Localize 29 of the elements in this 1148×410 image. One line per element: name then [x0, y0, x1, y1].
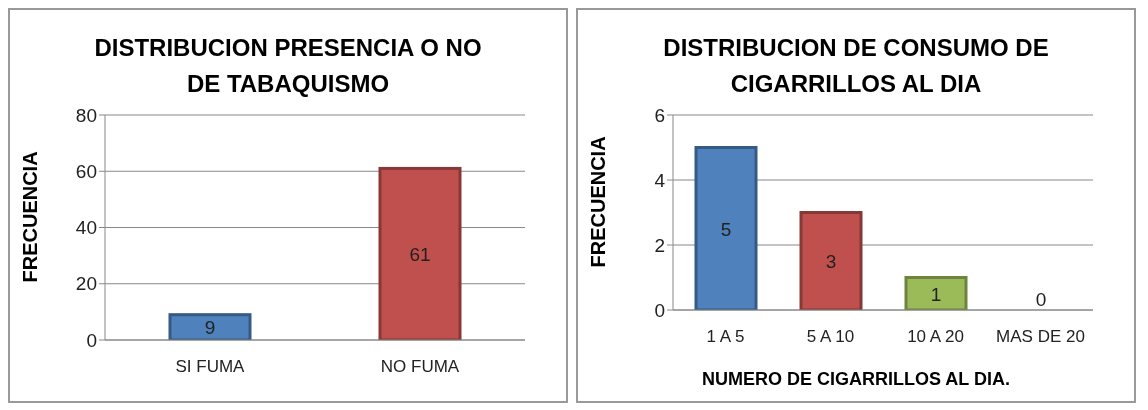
data-label: 5 [720, 218, 732, 240]
x-tick-label: NO FUMA [380, 357, 460, 377]
chart-title: DISTRIBUCION DE CONSUMO DE CIGARRILLOS AL DIA [662, 33, 1050, 99]
y-tick-label: 6 [654, 104, 665, 126]
x-tick-label: 10 A 20 [907, 327, 964, 347]
y-tick-label: 0 [654, 299, 665, 321]
data-label: 9 [204, 317, 216, 339]
y-tick-label: 60 [75, 160, 97, 182]
x-tick-label: MAS DE 20 [996, 327, 1085, 347]
y-axis-title: FRECUENCIA [587, 136, 610, 268]
y-tick-label: 80 [75, 104, 97, 126]
bar [904, 276, 968, 310]
x-tick-label: 1 A 5 [706, 327, 745, 347]
chart-title: DISTRIBUCION PRESENCIA O NO DE TABAQUISMO [93, 33, 483, 99]
y-tick-label: 0 [86, 329, 97, 351]
x-axis-title: NUMERO DE CIGARRILLOS AL DIA. [701, 369, 1011, 390]
data-label: 0 [1035, 289, 1047, 310]
data-label: 61 [409, 244, 431, 266]
y-tick-label: 2 [654, 234, 665, 256]
y-tick-label: 40 [75, 217, 97, 239]
x-tick-label: 5 A 10 [806, 327, 855, 347]
data-label: 1 [930, 283, 942, 305]
x-tick-label: SI FUMA [175, 357, 246, 377]
y-tick-label: 4 [654, 169, 666, 191]
data-label: 3 [825, 251, 837, 273]
bar [694, 146, 758, 310]
bar [799, 211, 863, 310]
y-axis-title: FRECUENCIA [19, 151, 42, 283]
y-tick-label: 20 [75, 273, 97, 295]
